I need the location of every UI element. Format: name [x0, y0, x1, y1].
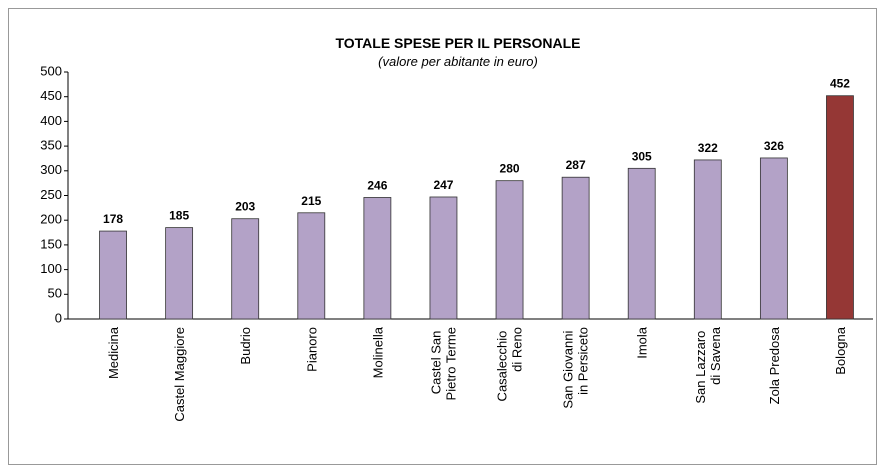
x-tick-label: Bologna — [833, 326, 848, 374]
chart-subtitle: (valore per abitante in euro) — [378, 54, 538, 69]
value-label: 322 — [698, 141, 718, 155]
bar — [363, 197, 392, 320]
bar — [826, 95, 854, 320]
x-tick-label: Imola — [635, 326, 650, 359]
y-tick-label: 150 — [40, 236, 62, 251]
x-tick-label: Medicina — [106, 326, 121, 379]
bar — [99, 230, 127, 320]
value-label: 326 — [764, 139, 784, 153]
value-label: 203 — [235, 200, 255, 214]
bar — [759, 157, 788, 320]
value-label: 305 — [632, 149, 652, 163]
bar — [495, 180, 524, 320]
x-tick-label: Castel San Pietro Terme — [428, 327, 458, 400]
value-label: 178 — [103, 212, 123, 226]
chart-title: TOTALE SPESE PER IL PERSONALE — [335, 35, 580, 51]
value-label: 247 — [433, 178, 453, 192]
bar — [693, 159, 722, 320]
value-label: 246 — [367, 178, 387, 192]
x-tick-label: Molinella — [370, 326, 385, 378]
y-tick-label: 100 — [40, 261, 62, 276]
y-tick-label: 400 — [40, 113, 62, 128]
bar — [165, 227, 194, 320]
x-tick-label: Pianoro — [304, 327, 319, 372]
value-label: 287 — [566, 158, 586, 172]
bar — [231, 218, 260, 320]
y-tick-label: 50 — [48, 286, 62, 301]
y-tick-label: 0 — [55, 310, 62, 325]
x-tick-label: San Giovanni in Persiceto — [561, 327, 591, 409]
y-tick-label: 250 — [40, 187, 62, 202]
x-tick-label: Castel Maggiore — [172, 327, 187, 422]
x-tick-label: Zola Predosa — [767, 326, 782, 404]
y-tick-label: 450 — [40, 88, 62, 103]
x-tick-label: Budrio — [238, 327, 253, 365]
bar — [297, 212, 326, 320]
bar — [561, 176, 590, 320]
value-label: 452 — [830, 77, 850, 91]
y-tick-label: 300 — [40, 162, 62, 177]
bar — [627, 167, 656, 320]
bar — [429, 196, 458, 320]
value-label: 215 — [301, 194, 321, 208]
x-tick-label: Casalecchio di Reno — [495, 327, 525, 401]
value-label: 185 — [169, 209, 189, 223]
value-label: 280 — [500, 162, 520, 176]
x-tick-label: San Lazzaro di Savena — [693, 326, 723, 403]
y-tick-label: 500 — [40, 63, 62, 78]
y-tick-label: 200 — [40, 212, 62, 227]
y-tick-label: 350 — [40, 138, 62, 153]
